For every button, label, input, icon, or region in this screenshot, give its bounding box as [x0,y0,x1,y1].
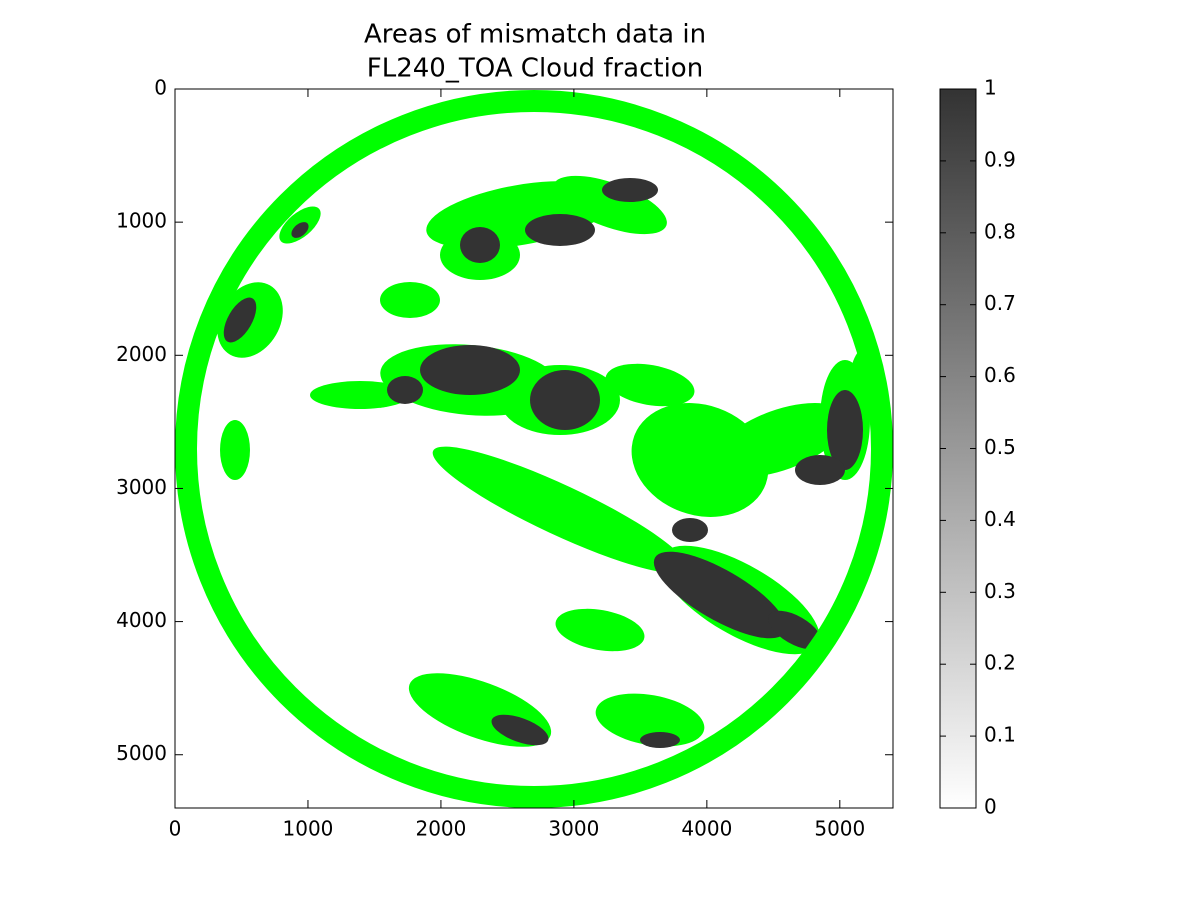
x-tick-label: 3000 [548,817,599,841]
colorbar-tick-label: 1 [984,76,997,100]
cloud-area [768,610,822,650]
cloud-area [420,345,520,395]
cloud-area [827,390,863,470]
disc-edge [175,90,893,808]
colorbar-tick-label: 0.6 [984,363,1016,387]
plot-frame [174,88,894,809]
chart-title: Areas of mismatch data in [364,20,706,50]
x-tick-label: 4000 [681,817,732,841]
y-tick-label: 0 [154,76,167,100]
y-tick-label: 5000 [116,741,167,765]
x-tick-label: 2000 [415,817,466,841]
mismatch-area [555,608,645,652]
image [175,89,893,808]
colorbar-tick-label: 0.8 [984,219,1016,243]
x-tick-label: 5000 [814,817,865,841]
colorbar-tick-label: 0.4 [984,507,1016,531]
mismatch-area [595,693,705,747]
image-content [217,175,880,748]
x-tick-label: 1000 [283,817,334,841]
mismatch-area [605,363,695,407]
cloud-area [653,551,787,639]
x-tick-label: 0 [169,817,182,841]
y-tick-label: 3000 [116,475,167,499]
mismatch-area [380,282,440,318]
mismatch-area [553,175,667,235]
y-tick-label: 2000 [116,342,167,366]
cloud-area [530,370,600,430]
mismatch-area [310,381,410,409]
mismatch-area [713,403,847,477]
cloud-area [602,178,658,202]
cloud-area [672,518,708,542]
colorbar-tick-label: 0.5 [984,435,1016,459]
mismatch-area [432,446,688,574]
colorbar-tick-label: 0.1 [984,723,1016,747]
cloud-area [525,214,595,246]
mismatch-area [220,420,250,480]
colorbar-tick-label: 0.9 [984,147,1016,171]
chart-title: FL240_TOA Cloud fraction [367,54,703,84]
colorbar-tick-label: 0.3 [984,579,1016,603]
colorbar-tick-label: 0.7 [984,291,1016,315]
cloud-area [387,376,423,404]
colorbar-tick-label: 0.2 [984,651,1016,675]
cloud-area [491,714,549,746]
y-tick-label: 4000 [116,608,167,632]
cloud-area [795,455,845,485]
cloud-area [640,732,680,748]
y-tick-label: 1000 [116,209,167,233]
colorbar-tick-label: 0 [984,795,997,819]
cloud-area [223,297,257,343]
cloud-area [460,227,500,263]
cloud-area [291,222,309,238]
